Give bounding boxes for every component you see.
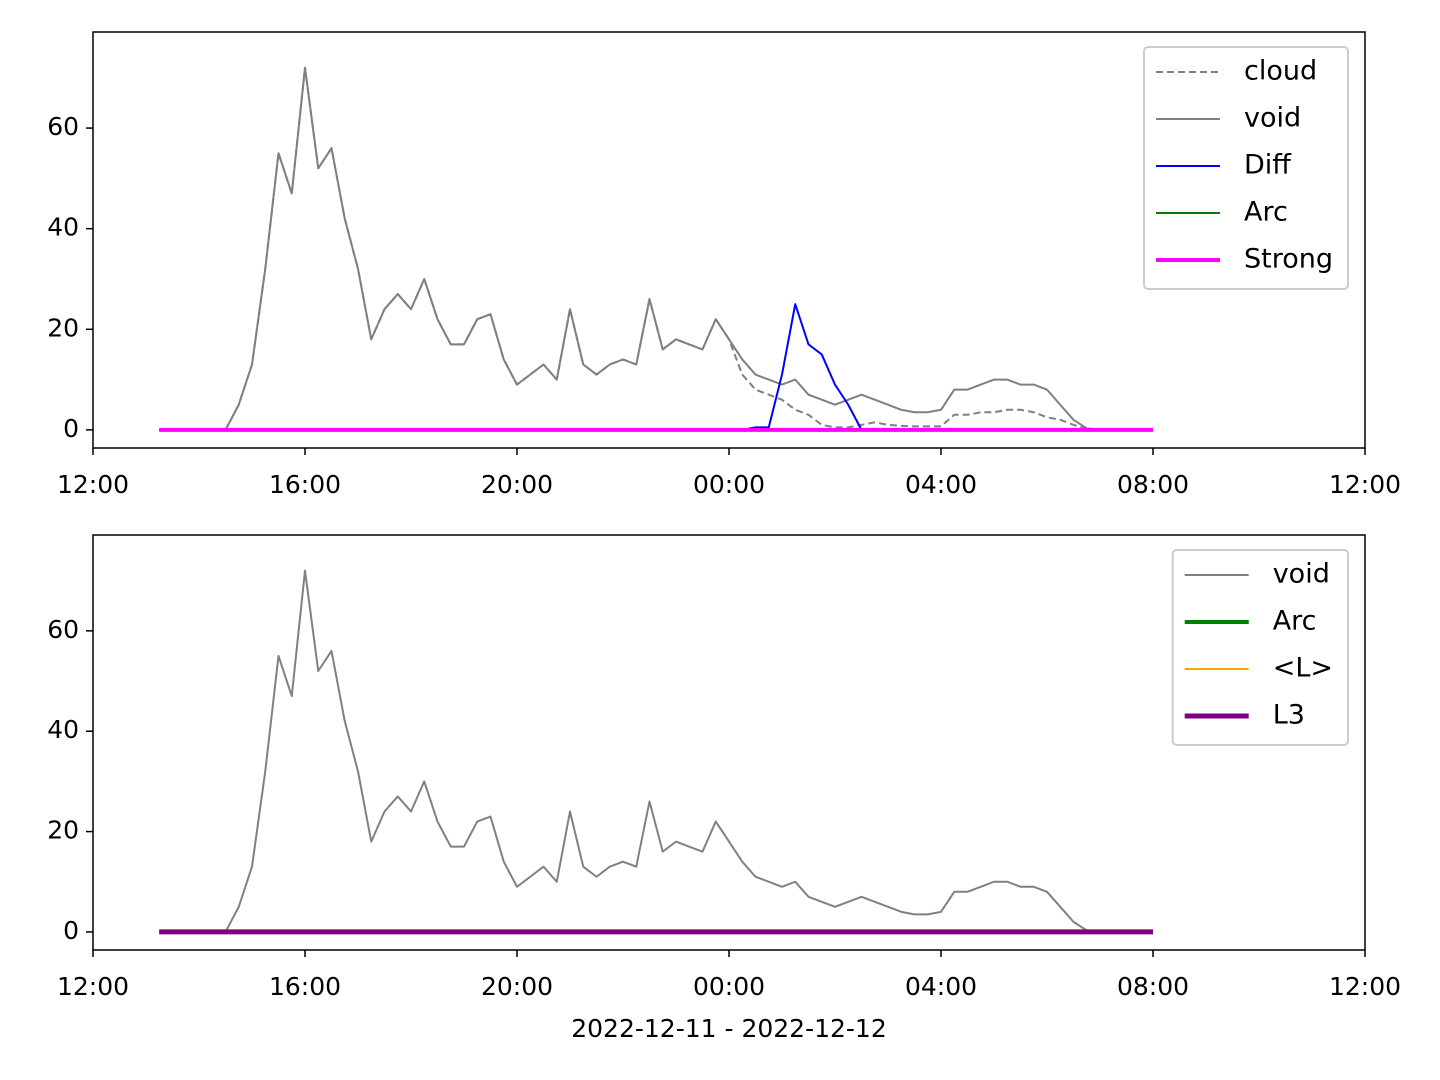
- subplot: 0 20 40 60 12:00 16:00 20:00 00:00 04:00 08:00 12:…: [47, 31, 1401, 499]
- x-tick-label: 04:00: [905, 470, 977, 499]
- y-tick-label: 20: [47, 313, 79, 342]
- legend-frame: [1142, 46, 1349, 290]
- legend-label: <L>: [1273, 653, 1333, 684]
- legend-label: void: [1273, 559, 1330, 590]
- series-line: [159, 66, 1153, 431]
- legend-label: Arc: [1273, 606, 1317, 637]
- x-tick-label: 16:00: [269, 972, 341, 1001]
- legend-frame: [1171, 549, 1349, 746]
- x-tick-label: 08:00: [1117, 470, 1189, 499]
- legend-label: cloud: [1244, 56, 1317, 87]
- legend: cloud void Diff Arc Strong: [1142, 46, 1349, 290]
- x-tick-label: 00:00: [693, 972, 765, 1001]
- x-tick-label: 12:00: [1329, 470, 1401, 499]
- y-tick-label: 20: [47, 816, 79, 845]
- subplot: 0 20 40 60 12:00 16:00 20:00 00:00 04:00 08:00 12:…: [47, 534, 1401, 1043]
- axes-frame: [92, 31, 1366, 449]
- series-line: [159, 66, 1153, 431]
- legend-label: Strong: [1244, 244, 1333, 275]
- y-tick-label: 0: [63, 916, 79, 945]
- y-tick-label: 0: [63, 414, 79, 443]
- x-tick-label: 12:00: [1329, 972, 1401, 1001]
- legend-label: void: [1244, 103, 1301, 134]
- series-line: [159, 569, 1153, 933]
- x-tick-label: 12:00: [57, 470, 129, 499]
- x-tick-label: 08:00: [1117, 972, 1189, 1001]
- x-tick-label: 16:00: [269, 470, 341, 499]
- axes-frame: [92, 534, 1366, 951]
- x-tick-label: 04:00: [905, 972, 977, 1001]
- x-tick-label: 20:00: [481, 972, 553, 1001]
- legend: void Arc <L> L3: [1171, 549, 1349, 746]
- legend-label: Diff: [1244, 150, 1292, 181]
- legend-label: L3: [1273, 700, 1305, 731]
- y-tick-label: 60: [47, 112, 79, 141]
- x-tick-label: 20:00: [481, 470, 553, 499]
- y-tick-label: 40: [47, 213, 79, 242]
- x-tick-label: 12:00: [57, 972, 129, 1001]
- legend-label: Arc: [1244, 197, 1288, 228]
- x-axis-label: 2022-12-11 - 2022-12-12: [571, 1014, 887, 1043]
- x-tick-label: 00:00: [693, 470, 765, 499]
- y-tick-label: 60: [47, 615, 79, 644]
- y-tick-label: 40: [47, 715, 79, 744]
